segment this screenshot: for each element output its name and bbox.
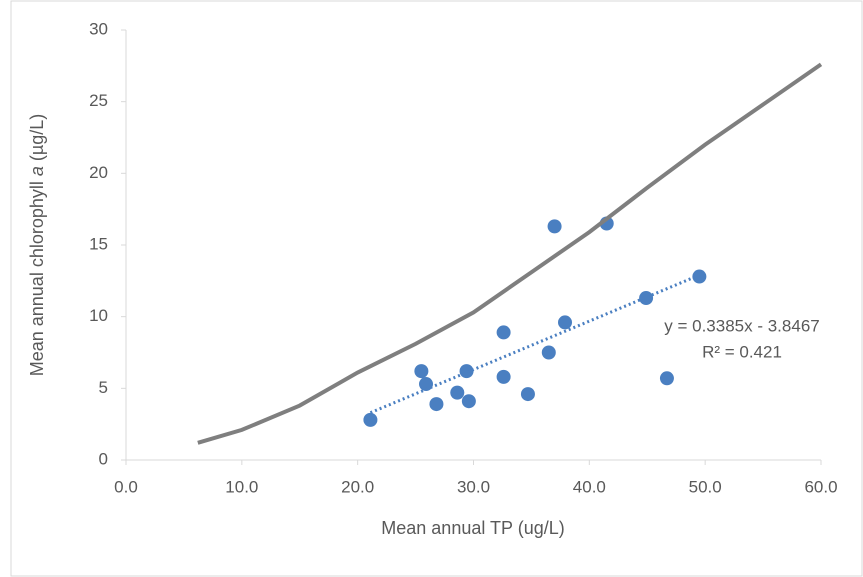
x-tick-label: 30.0 — [457, 477, 490, 496]
data-point — [419, 377, 434, 392]
equation-label: y = 0.3385x - 3.8467 — [664, 316, 819, 335]
y-tick-label: 0 — [99, 449, 108, 468]
x-tick-label: 40.0 — [573, 477, 606, 496]
x-tick-label: 20.0 — [341, 477, 374, 496]
x-tick-label: 50.0 — [689, 477, 722, 496]
x-tick-label: 10.0 — [225, 477, 258, 496]
x-axis-title: Mean annual TP (ug/L) — [381, 518, 564, 538]
data-point — [496, 325, 511, 340]
y-tick-label: 15 — [89, 234, 108, 253]
data-point — [450, 385, 465, 400]
y-axis-title: Mean annual chlorophyll a (µg/L) — [27, 114, 47, 377]
data-point — [520, 387, 535, 402]
x-tick-label: 60.0 — [804, 477, 837, 496]
r2-label: R² = 0.421 — [702, 342, 782, 361]
chart-frame — [10, 0, 863, 577]
data-point — [429, 397, 444, 412]
data-point — [547, 219, 562, 234]
data-point — [414, 364, 429, 379]
data-point — [541, 345, 556, 360]
data-point — [659, 371, 674, 386]
data-point — [459, 364, 474, 379]
y-title-part: (µg/L) — [27, 114, 47, 166]
data-point — [461, 394, 476, 409]
y-title-part: a — [27, 166, 47, 176]
y-tick-label: 20 — [89, 163, 108, 182]
y-tick-label: 30 — [89, 19, 108, 38]
y-tick-label: 10 — [89, 306, 108, 325]
curve — [197, 62, 823, 445]
y-title-part: Mean annual chlorophyll — [27, 176, 47, 376]
data-point — [639, 291, 654, 306]
y-tick-label: 5 — [99, 378, 108, 397]
x-tick-label: 0.0 — [114, 477, 138, 496]
y-tick-label: 25 — [89, 91, 108, 110]
data-point — [363, 412, 378, 427]
data-point — [496, 369, 511, 384]
data-point — [558, 315, 573, 330]
